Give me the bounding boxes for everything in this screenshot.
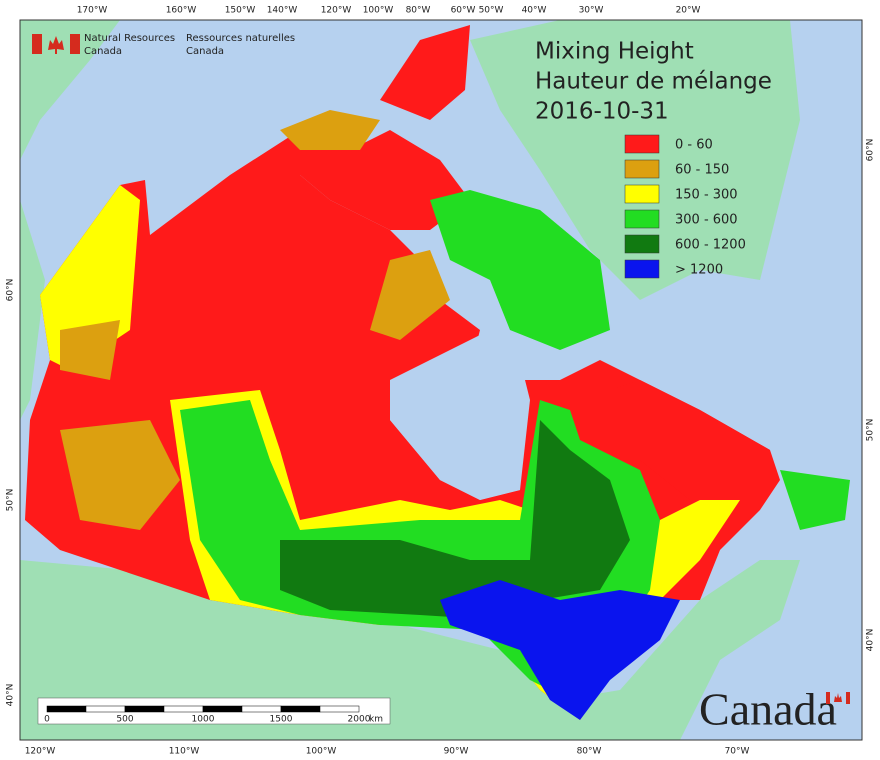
scale-label: 0	[44, 715, 50, 725]
longitude-label: 80°W	[577, 747, 602, 757]
legend-swatch	[624, 259, 660, 279]
legend-label: 300 - 600	[675, 213, 738, 228]
longitude-label: 30°W	[579, 6, 604, 16]
legend-label: > 1200	[675, 263, 723, 278]
baffin	[430, 190, 610, 350]
zone-orange-yukon	[60, 320, 120, 380]
flag-bar	[826, 692, 830, 704]
legend-label: 150 - 300	[675, 188, 738, 203]
flag-bar	[846, 692, 850, 704]
longitude-label: 60°W	[451, 6, 476, 16]
title: Mixing Height	[535, 39, 694, 65]
legend-label: 600 - 1200	[675, 238, 746, 253]
scale-label: 1500	[270, 715, 293, 725]
scale-segment	[280, 705, 321, 713]
agency-fr: Ressources naturelles	[186, 33, 295, 44]
title: Hauteur de mélange	[535, 69, 772, 95]
map-frame	[19, 19, 863, 741]
map-area	[19, 19, 863, 741]
longitude-label: 50°W	[479, 6, 504, 16]
flag-bar	[70, 34, 80, 54]
longitude-label: 100°W	[363, 6, 394, 16]
legend-label: 0 - 60	[675, 138, 713, 153]
scale-unit: km	[369, 715, 383, 725]
longitude-label: 120°W	[25, 747, 56, 757]
maple-leaf	[48, 36, 64, 54]
longitude-label: 70°W	[725, 747, 750, 757]
zone-orange-hudson	[370, 250, 450, 340]
zone-darkgreen	[280, 420, 630, 620]
latitude-label: 50°N	[6, 489, 16, 512]
maple-leaf	[834, 693, 842, 702]
longitude-label: 90°W	[444, 747, 469, 757]
scale-segment	[124, 705, 165, 713]
arctic-islands	[230, 130, 470, 230]
latitude-label: 50°N	[866, 419, 876, 442]
scale-segment	[319, 705, 360, 713]
title-date: 2016-10-31	[535, 99, 669, 125]
zone-orange-bc	[60, 420, 180, 530]
legend: 0 - 60 60 - 150 150 - 300 300 - 600 600 - 12…	[624, 134, 746, 279]
longitude-label: 80°W	[406, 6, 431, 16]
agency-en: Canada	[84, 46, 122, 57]
longitude-label: 100°W	[306, 747, 337, 757]
ellesmere	[380, 25, 470, 120]
longitude-label: 150°W	[225, 6, 256, 16]
legend-swatch	[624, 209, 660, 229]
scale-label: 2000	[348, 715, 371, 725]
legend-swatch	[624, 159, 660, 179]
legend-swatch	[624, 134, 660, 154]
land-usa	[20, 560, 800, 740]
latitude-label: 40°N	[866, 629, 876, 652]
scale-segment	[202, 705, 243, 713]
agency-fr: Canada	[186, 46, 224, 57]
zone-blue	[440, 580, 680, 720]
longitude-label: 20°W	[676, 6, 701, 16]
hudson-bay	[390, 330, 530, 500]
scale-label: 1000	[192, 715, 215, 725]
agency-en: Natural Resources	[84, 33, 175, 44]
scale-segment	[163, 705, 204, 713]
zone-orange	[280, 110, 380, 150]
flag-bar	[32, 34, 42, 54]
latitude-label: 60°N	[866, 139, 876, 162]
legend-swatch	[624, 184, 660, 204]
newfoundland	[780, 470, 850, 530]
legend-label: 60 - 150	[675, 163, 729, 178]
graticule-labels: 170°W 160°W 150°W 140°W 120°W 100°W 80°W 60°W 50…	[6, 6, 876, 757]
latitude-label: 60°N	[6, 279, 16, 302]
land-alaska-north	[20, 20, 120, 160]
wordmark-flag	[826, 692, 850, 704]
latitude-label: 40°N	[6, 684, 16, 707]
zone-red-labrador	[580, 380, 770, 500]
legend-swatch	[624, 234, 660, 254]
scale-segment	[241, 705, 282, 713]
scale-segment	[85, 705, 126, 713]
longitude-label: 140°W	[267, 6, 298, 16]
scale-segment	[46, 705, 87, 713]
longitude-label: 40°W	[522, 6, 547, 16]
longitude-label: 160°W	[166, 6, 197, 16]
longitude-label: 120°W	[321, 6, 352, 16]
scale-label: 500	[116, 715, 133, 725]
land-alaska	[20, 200, 45, 420]
wordmark: Canada	[699, 684, 837, 735]
longitude-label: 110°W	[169, 747, 200, 757]
agency-logo: Natural Resources Canada Ressources natu…	[32, 33, 295, 57]
longitude-label: 170°W	[77, 6, 108, 16]
